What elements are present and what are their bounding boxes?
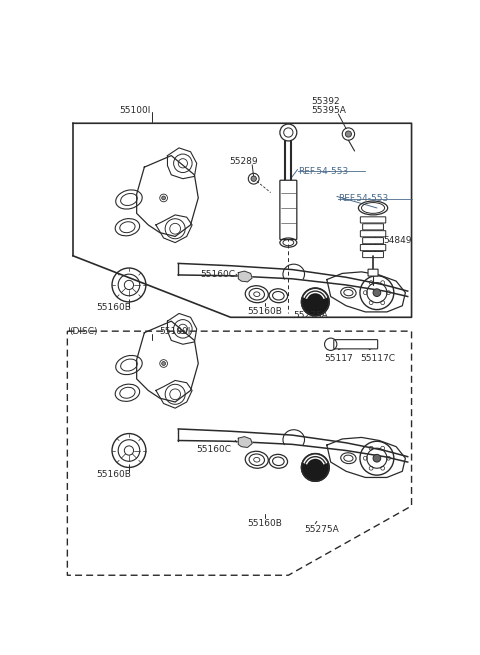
FancyBboxPatch shape	[360, 244, 386, 251]
Text: 55275A: 55275A	[294, 311, 328, 320]
Circle shape	[373, 455, 381, 462]
Text: 54849: 54849	[383, 236, 411, 246]
Circle shape	[373, 289, 381, 297]
Text: 55160C: 55160C	[200, 270, 235, 278]
FancyBboxPatch shape	[363, 238, 384, 244]
Text: 55392: 55392	[312, 97, 340, 106]
FancyBboxPatch shape	[334, 340, 378, 349]
Text: (DISC): (DISC)	[69, 328, 97, 336]
Circle shape	[162, 196, 166, 200]
Circle shape	[301, 288, 329, 316]
FancyBboxPatch shape	[363, 224, 384, 230]
Text: 55160B: 55160B	[96, 303, 132, 312]
Text: REF.54-553: REF.54-553	[338, 194, 389, 203]
Text: 55117C: 55117C	[360, 354, 395, 364]
FancyBboxPatch shape	[280, 180, 297, 240]
Text: REF.54-553: REF.54-553	[299, 167, 348, 176]
Text: 55117: 55117	[324, 354, 353, 364]
Text: 55160B: 55160B	[248, 307, 282, 316]
Circle shape	[162, 362, 166, 365]
Text: 55275A: 55275A	[304, 525, 339, 534]
Text: 55395A: 55395A	[312, 106, 347, 115]
Text: 55100I: 55100I	[160, 327, 191, 335]
Text: 55100I: 55100I	[119, 105, 150, 115]
Polygon shape	[238, 271, 252, 282]
FancyBboxPatch shape	[360, 217, 386, 223]
Text: 55160B: 55160B	[96, 470, 132, 479]
Circle shape	[251, 176, 256, 181]
Text: 55160C: 55160C	[196, 445, 231, 454]
FancyBboxPatch shape	[360, 231, 386, 237]
Text: 55289: 55289	[229, 157, 258, 166]
Circle shape	[301, 454, 329, 481]
Polygon shape	[238, 437, 252, 447]
Circle shape	[345, 131, 351, 137]
Text: 55160B: 55160B	[248, 519, 282, 528]
FancyBboxPatch shape	[363, 252, 384, 257]
FancyBboxPatch shape	[368, 269, 378, 276]
